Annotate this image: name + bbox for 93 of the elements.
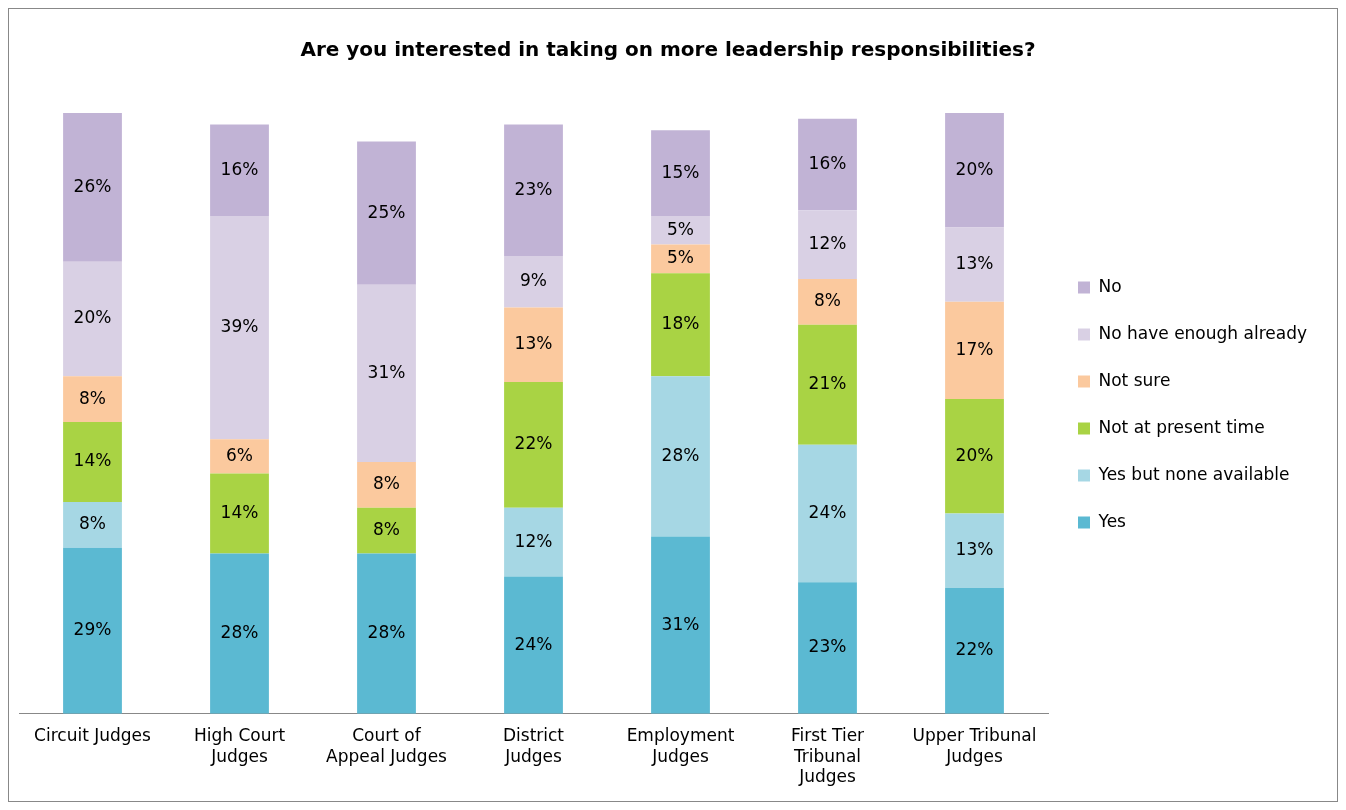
data-label: 24%	[808, 501, 847, 522]
data-label: 8%	[814, 290, 841, 311]
data-label: 13%	[955, 253, 994, 274]
bar	[63, 502, 122, 548]
bar	[504, 307, 563, 382]
data-label: 28%	[367, 622, 406, 643]
data-label: 13%	[514, 333, 553, 354]
data-label: 15%	[661, 161, 700, 182]
data-label: 8%	[373, 473, 400, 494]
bar	[357, 507, 416, 554]
data-label: 6%	[226, 444, 253, 465]
data-label: 16%	[808, 152, 847, 173]
data-label: 31%	[661, 613, 700, 634]
chart-title: Are you interested in taking on more leadership responsibilities?	[300, 37, 1036, 62]
data-label: 5%	[667, 218, 694, 239]
data-label: 13%	[955, 539, 994, 560]
legend-label: Yes but none available	[1097, 463, 1290, 484]
bar	[63, 547, 122, 714]
data-label: 28%	[661, 444, 700, 465]
data-label: 22%	[514, 433, 553, 454]
x-tick-label: First Tier Tribunal Judges	[790, 725, 865, 787]
data-label: 21%	[808, 373, 847, 394]
x-tick-label: High Court Judges	[193, 725, 286, 766]
bar	[798, 118, 857, 211]
bar	[945, 587, 1004, 714]
data-label: 8%	[79, 513, 106, 534]
data-label: 18%	[661, 313, 700, 334]
bar	[63, 421, 122, 503]
data-label: 17%	[955, 338, 994, 359]
legend-label: No have enough already	[1098, 322, 1307, 343]
bar	[357, 462, 416, 508]
bar	[798, 582, 857, 714]
bar	[651, 376, 710, 537]
data-label: 20%	[955, 444, 994, 465]
bar	[504, 256, 563, 308]
bar	[798, 444, 857, 583]
bar	[63, 261, 122, 377]
data-label: 20%	[955, 158, 994, 179]
data-label: 29%	[73, 619, 112, 640]
bar	[651, 536, 710, 714]
data-label: 22%	[955, 639, 994, 660]
bar	[210, 215, 269, 440]
data-label: 12%	[514, 530, 553, 551]
data-label: 23%	[514, 178, 553, 199]
bar	[357, 141, 416, 285]
bar	[504, 124, 563, 257]
bar	[945, 113, 1004, 228]
bar	[63, 113, 122, 262]
data-label: 9%	[520, 270, 547, 291]
bar	[210, 124, 269, 216]
bar	[210, 473, 269, 554]
data-label: 5%	[667, 247, 694, 268]
bar	[945, 513, 1004, 588]
bar	[210, 439, 269, 474]
bar	[798, 278, 857, 325]
legend-label: Not at present time	[1098, 416, 1265, 437]
bar	[504, 576, 563, 714]
data-label: 23%	[808, 636, 847, 657]
data-label: 31%	[367, 361, 406, 382]
data-label: 20%	[73, 307, 112, 328]
data-label: 8%	[373, 519, 400, 540]
legend-label: Not sure	[1098, 369, 1171, 390]
bar	[504, 507, 563, 577]
data-label: 25%	[367, 201, 406, 222]
bar	[945, 399, 1004, 514]
data-label: 26%	[73, 175, 112, 196]
legend-label: Yes	[1097, 510, 1127, 531]
x-tick-label: Upper Tribunal Judges	[912, 725, 1037, 766]
bar	[945, 301, 1004, 400]
bar	[504, 381, 563, 508]
x-tick-label: Employment Judges	[626, 725, 735, 766]
bar	[357, 284, 416, 463]
data-label: 16%	[220, 158, 259, 179]
x-tick-label: Circuit Judges	[34, 725, 152, 746]
bar	[798, 324, 857, 445]
data-label: 8%	[79, 387, 106, 408]
legend-label: No	[1098, 275, 1122, 296]
bar	[210, 553, 269, 714]
data-label: 14%	[73, 450, 112, 471]
bar	[357, 553, 416, 714]
data-label: 14%	[220, 501, 259, 522]
data-label: 12%	[808, 233, 847, 254]
bar	[798, 210, 857, 279]
data-label: 39%	[220, 315, 259, 336]
bar	[945, 227, 1004, 302]
bar	[651, 130, 710, 216]
bar	[63, 376, 122, 422]
x-tick-label: Court of Appeal Judges	[326, 725, 448, 766]
bar	[651, 273, 710, 377]
bar	[651, 215, 710, 245]
data-label: 24%	[514, 633, 553, 654]
data-label: 28%	[220, 622, 259, 643]
x-tick-label: District Judges	[502, 725, 565, 766]
